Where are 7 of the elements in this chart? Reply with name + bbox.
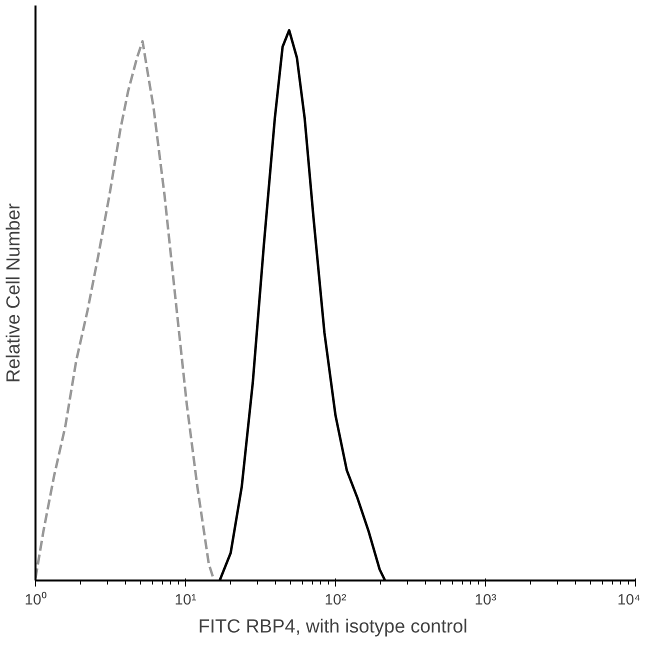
x-tick-label: 10¹ bbox=[174, 592, 196, 608]
x-tick-label: 10² bbox=[324, 592, 346, 608]
y-axis-title: Relative Cell Number bbox=[4, 202, 24, 383]
x-tick-label: 10³ bbox=[474, 592, 496, 608]
x-tick-label: 10⁴ bbox=[617, 592, 641, 608]
x-tick-label: 10⁰ bbox=[24, 592, 46, 608]
x-axis-title: FITC RBP4, with isotype control bbox=[198, 616, 468, 638]
